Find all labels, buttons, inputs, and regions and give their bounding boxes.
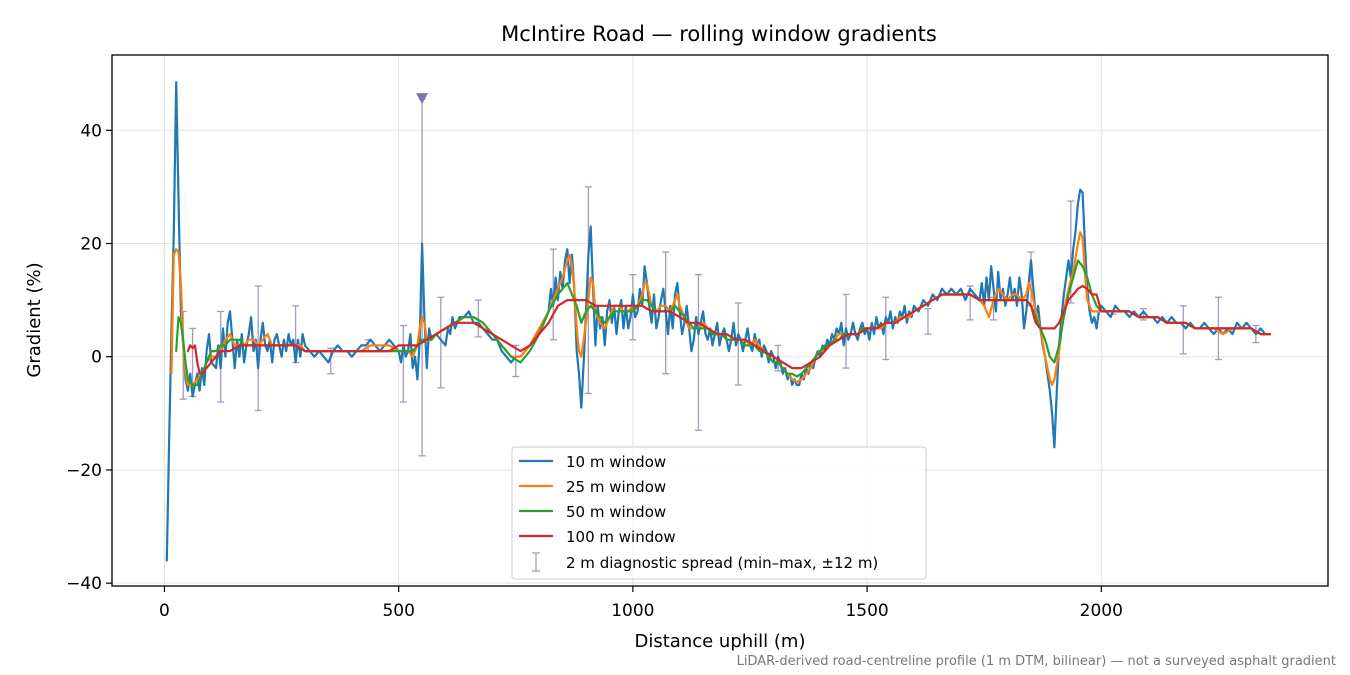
x-axis-label: Distance uphill (m) (635, 631, 806, 652)
errorbar (512, 344, 520, 378)
legend-label-errorbar: 2 m diagnostic spread (min–max, ±12 m) (566, 554, 878, 572)
series-10m-window (165, 81, 1271, 562)
outlier-marker (416, 93, 429, 105)
errorbar (254, 285, 262, 412)
legend: 10 m window 25 m window 50 m window 100 … (511, 446, 927, 580)
series-100m-window (186, 284, 1271, 375)
y-tick-label: 40 (80, 121, 102, 141)
x-tick-label: 500 (382, 601, 414, 621)
errorbar (694, 273, 702, 431)
legend-label-10m: 10 m window (566, 453, 666, 471)
errorbar (966, 285, 974, 321)
y-tick-label: 0 (91, 348, 102, 368)
errorbar (924, 307, 932, 335)
x-tick-label: 1500 (845, 601, 888, 621)
plot-frame (111, 54, 1329, 587)
legend-box (511, 446, 927, 580)
y-tick-label: −40 (66, 574, 102, 594)
legend-label-100m: 100 m window (566, 528, 676, 546)
x-tick-label: 0 (159, 601, 170, 621)
series-layer (165, 81, 1271, 562)
axis-ticks: 0 500 1000 1500 2000 −40 −20 0 20 40 (66, 121, 1123, 621)
footnote: LiDAR-derived road-centreline profile (1… (737, 654, 1336, 669)
legend-label-25m: 25 m window (566, 478, 666, 496)
errorbar (399, 324, 407, 403)
errorbar (437, 296, 445, 389)
errorbar (327, 347, 335, 375)
errorbar (734, 302, 742, 386)
x-tick-label: 2000 (1080, 601, 1123, 621)
y-tick-label: 20 (80, 235, 102, 255)
y-axis-label: Gradient (%) (24, 262, 45, 377)
legend-label-50m: 50 m window (566, 503, 666, 521)
x-tick-label: 1000 (611, 601, 654, 621)
marker-layer (416, 93, 429, 105)
errorbar (1179, 305, 1187, 355)
errorbar (882, 296, 890, 361)
chart-title: McIntire Road — rolling window gradients (501, 22, 937, 46)
y-tick-label: −20 (66, 461, 102, 481)
legend-swatch-errorbar (532, 552, 540, 572)
errorbar (474, 299, 482, 338)
